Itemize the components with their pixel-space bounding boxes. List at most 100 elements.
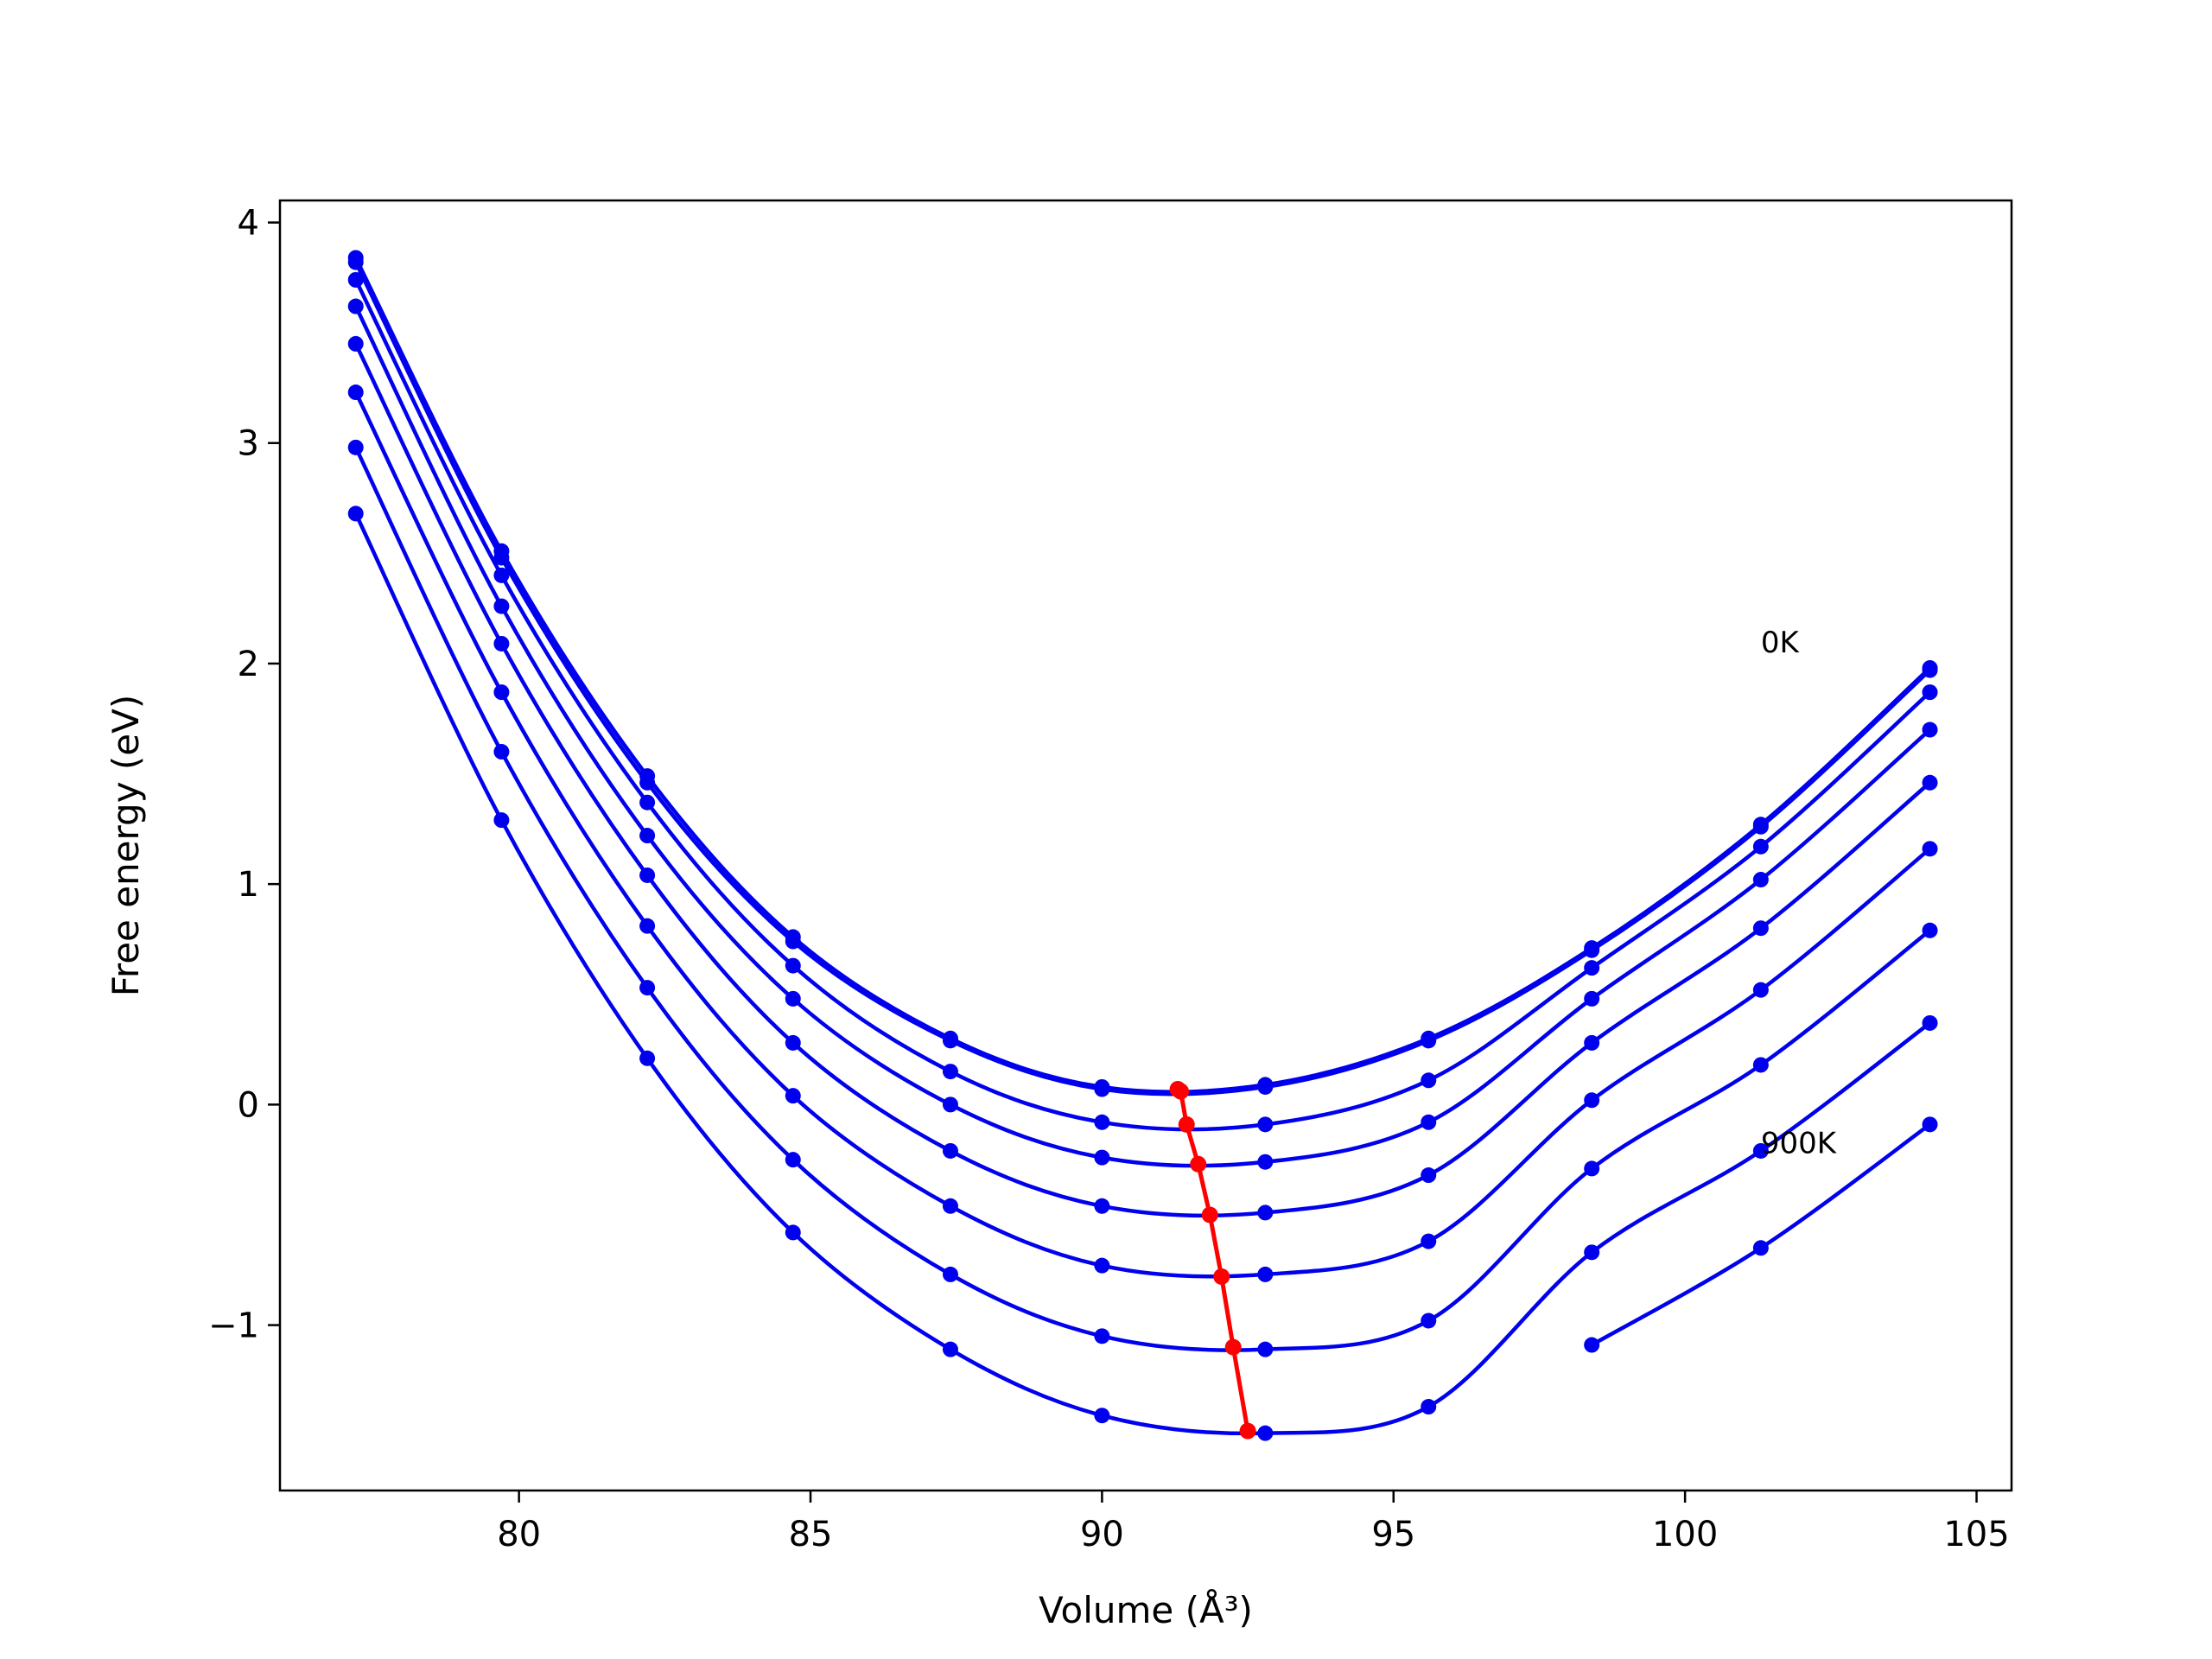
data-point-s1-4 xyxy=(942,1033,958,1049)
annotation-0: 0K xyxy=(1761,626,1801,660)
x-tick-label-1: 85 xyxy=(789,1515,833,1554)
data-point-s6-3 xyxy=(785,1152,801,1168)
minimum-point-6 xyxy=(1224,1338,1242,1356)
data-point-s5-9 xyxy=(1752,982,1769,998)
x-axis-label: Volume (Å³) xyxy=(1039,1588,1253,1631)
plot-frame xyxy=(278,199,2013,1492)
y-tick-label-5: 4 xyxy=(238,204,259,244)
data-point-s6-2 xyxy=(639,980,656,996)
data-point-s6-0 xyxy=(347,439,364,455)
x-tick-label-4: 100 xyxy=(1652,1515,1718,1554)
data-point-s3-4 xyxy=(942,1096,958,1113)
data-point-s4-8 xyxy=(1584,1034,1600,1051)
data-point-s2-0 xyxy=(347,271,364,288)
data-point-s6-10 xyxy=(1922,922,1938,938)
data-point-s2-7 xyxy=(1421,1072,1437,1089)
data-point-s5-8 xyxy=(1584,1092,1600,1109)
annotation-1: 900K xyxy=(1761,1127,1838,1161)
data-point-s6-9 xyxy=(1752,1057,1769,1073)
data-point-s1-3 xyxy=(785,933,801,950)
data-point-s5-5 xyxy=(1094,1257,1110,1274)
data-point-s1-2 xyxy=(639,774,656,791)
data-point-s1-8 xyxy=(1584,942,1600,958)
series-line-0 xyxy=(353,257,1932,1094)
y-tick-label-3: 2 xyxy=(238,645,259,684)
series-line-1 xyxy=(353,261,1932,1096)
data-point-s1-6 xyxy=(1257,1078,1274,1095)
data-point-s4-6 xyxy=(1257,1205,1274,1221)
series-line-5 xyxy=(353,391,1931,1279)
series-line-6 xyxy=(353,446,1931,1352)
data-point-s1-10 xyxy=(1922,662,1938,678)
y-tick-label-2: 1 xyxy=(238,865,259,905)
data-point-s5-4 xyxy=(942,1198,958,1214)
series-line-7 xyxy=(353,512,1931,1436)
data-point-s7-4 xyxy=(942,1341,958,1357)
data-point-s5-7 xyxy=(1421,1233,1437,1249)
minima-line xyxy=(1176,1087,1250,1432)
minimum-point-5 xyxy=(1213,1268,1230,1285)
data-point-s4-2 xyxy=(639,867,656,883)
data-point-s3-6 xyxy=(1257,1154,1274,1170)
data-point-s6-5 xyxy=(1094,1328,1110,1344)
annotations: 0K 900K xyxy=(1761,626,1838,1160)
data-point-s2-10 xyxy=(1922,684,1938,701)
data-point-s4-3 xyxy=(785,1034,801,1051)
data-point-s7-2 xyxy=(639,1050,656,1066)
data-point-s2-4 xyxy=(942,1064,958,1080)
data-point-s1-7 xyxy=(1421,1033,1437,1049)
x-tick-label-0: 80 xyxy=(497,1515,541,1554)
x-tick-label-5: 105 xyxy=(1943,1515,2009,1554)
data-point-s2-6 xyxy=(1257,1116,1274,1133)
data-point-s3-9 xyxy=(1752,872,1769,888)
data-point-s3-1 xyxy=(493,598,510,614)
data-point-s3-5 xyxy=(1094,1149,1110,1166)
data-point-s3-10 xyxy=(1922,721,1938,738)
data-point-s6-4 xyxy=(942,1266,958,1282)
data-point-s4-0 xyxy=(347,335,364,352)
data-point-s7-9 xyxy=(1752,1142,1769,1159)
data-point-s5-0 xyxy=(347,385,364,401)
curves-layer xyxy=(347,250,1938,1441)
data-point-s2-1 xyxy=(493,567,510,583)
data-point-s5-3 xyxy=(785,1088,801,1104)
series-line-2 xyxy=(353,278,1932,1132)
data-point-s6-7 xyxy=(1421,1313,1437,1329)
data-point-s3-2 xyxy=(639,828,656,844)
minimum-point-4 xyxy=(1201,1206,1218,1224)
data-point-s6-1 xyxy=(493,744,510,760)
data-point-s4-1 xyxy=(493,635,510,652)
y-axis-label: Free energy (eV) xyxy=(105,695,147,997)
minimum-point-1 xyxy=(1172,1083,1189,1100)
data-point-s2-8 xyxy=(1584,960,1600,976)
data-point-s8-2 xyxy=(1922,1116,1938,1133)
data-point-s1-5 xyxy=(1094,1081,1110,1097)
series-line-3 xyxy=(353,305,1932,1168)
minimum-point-7 xyxy=(1239,1422,1256,1440)
y-ticks: −1 0 1 2 3 4 xyxy=(208,204,280,1346)
data-point-s7-3 xyxy=(785,1224,801,1241)
data-point-s6-6 xyxy=(1257,1341,1274,1357)
data-point-s6-8 xyxy=(1584,1160,1600,1177)
y-tick-label-1: 0 xyxy=(238,1085,259,1125)
data-point-s7-6 xyxy=(1257,1425,1274,1441)
data-point-s5-1 xyxy=(493,684,510,701)
data-point-s4-9 xyxy=(1752,920,1769,937)
data-point-s2-3 xyxy=(785,957,801,974)
data-point-s3-3 xyxy=(785,990,801,1007)
data-point-s7-8 xyxy=(1584,1244,1600,1261)
data-point-s4-5 xyxy=(1094,1198,1110,1214)
data-point-s4-7 xyxy=(1421,1167,1437,1184)
data-point-s7-1 xyxy=(493,812,510,829)
data-point-s5-6 xyxy=(1257,1266,1274,1282)
data-point-s7-7 xyxy=(1421,1399,1437,1415)
data-point-s4-4 xyxy=(942,1142,958,1159)
data-point-s5-2 xyxy=(639,918,656,934)
data-point-s8-1 xyxy=(1752,1240,1769,1256)
y-tick-label-4: 3 xyxy=(238,424,259,464)
x-tick-label-3: 95 xyxy=(1371,1515,1415,1554)
minima-layer xyxy=(1169,1081,1256,1440)
data-point-s3-7 xyxy=(1421,1114,1437,1130)
